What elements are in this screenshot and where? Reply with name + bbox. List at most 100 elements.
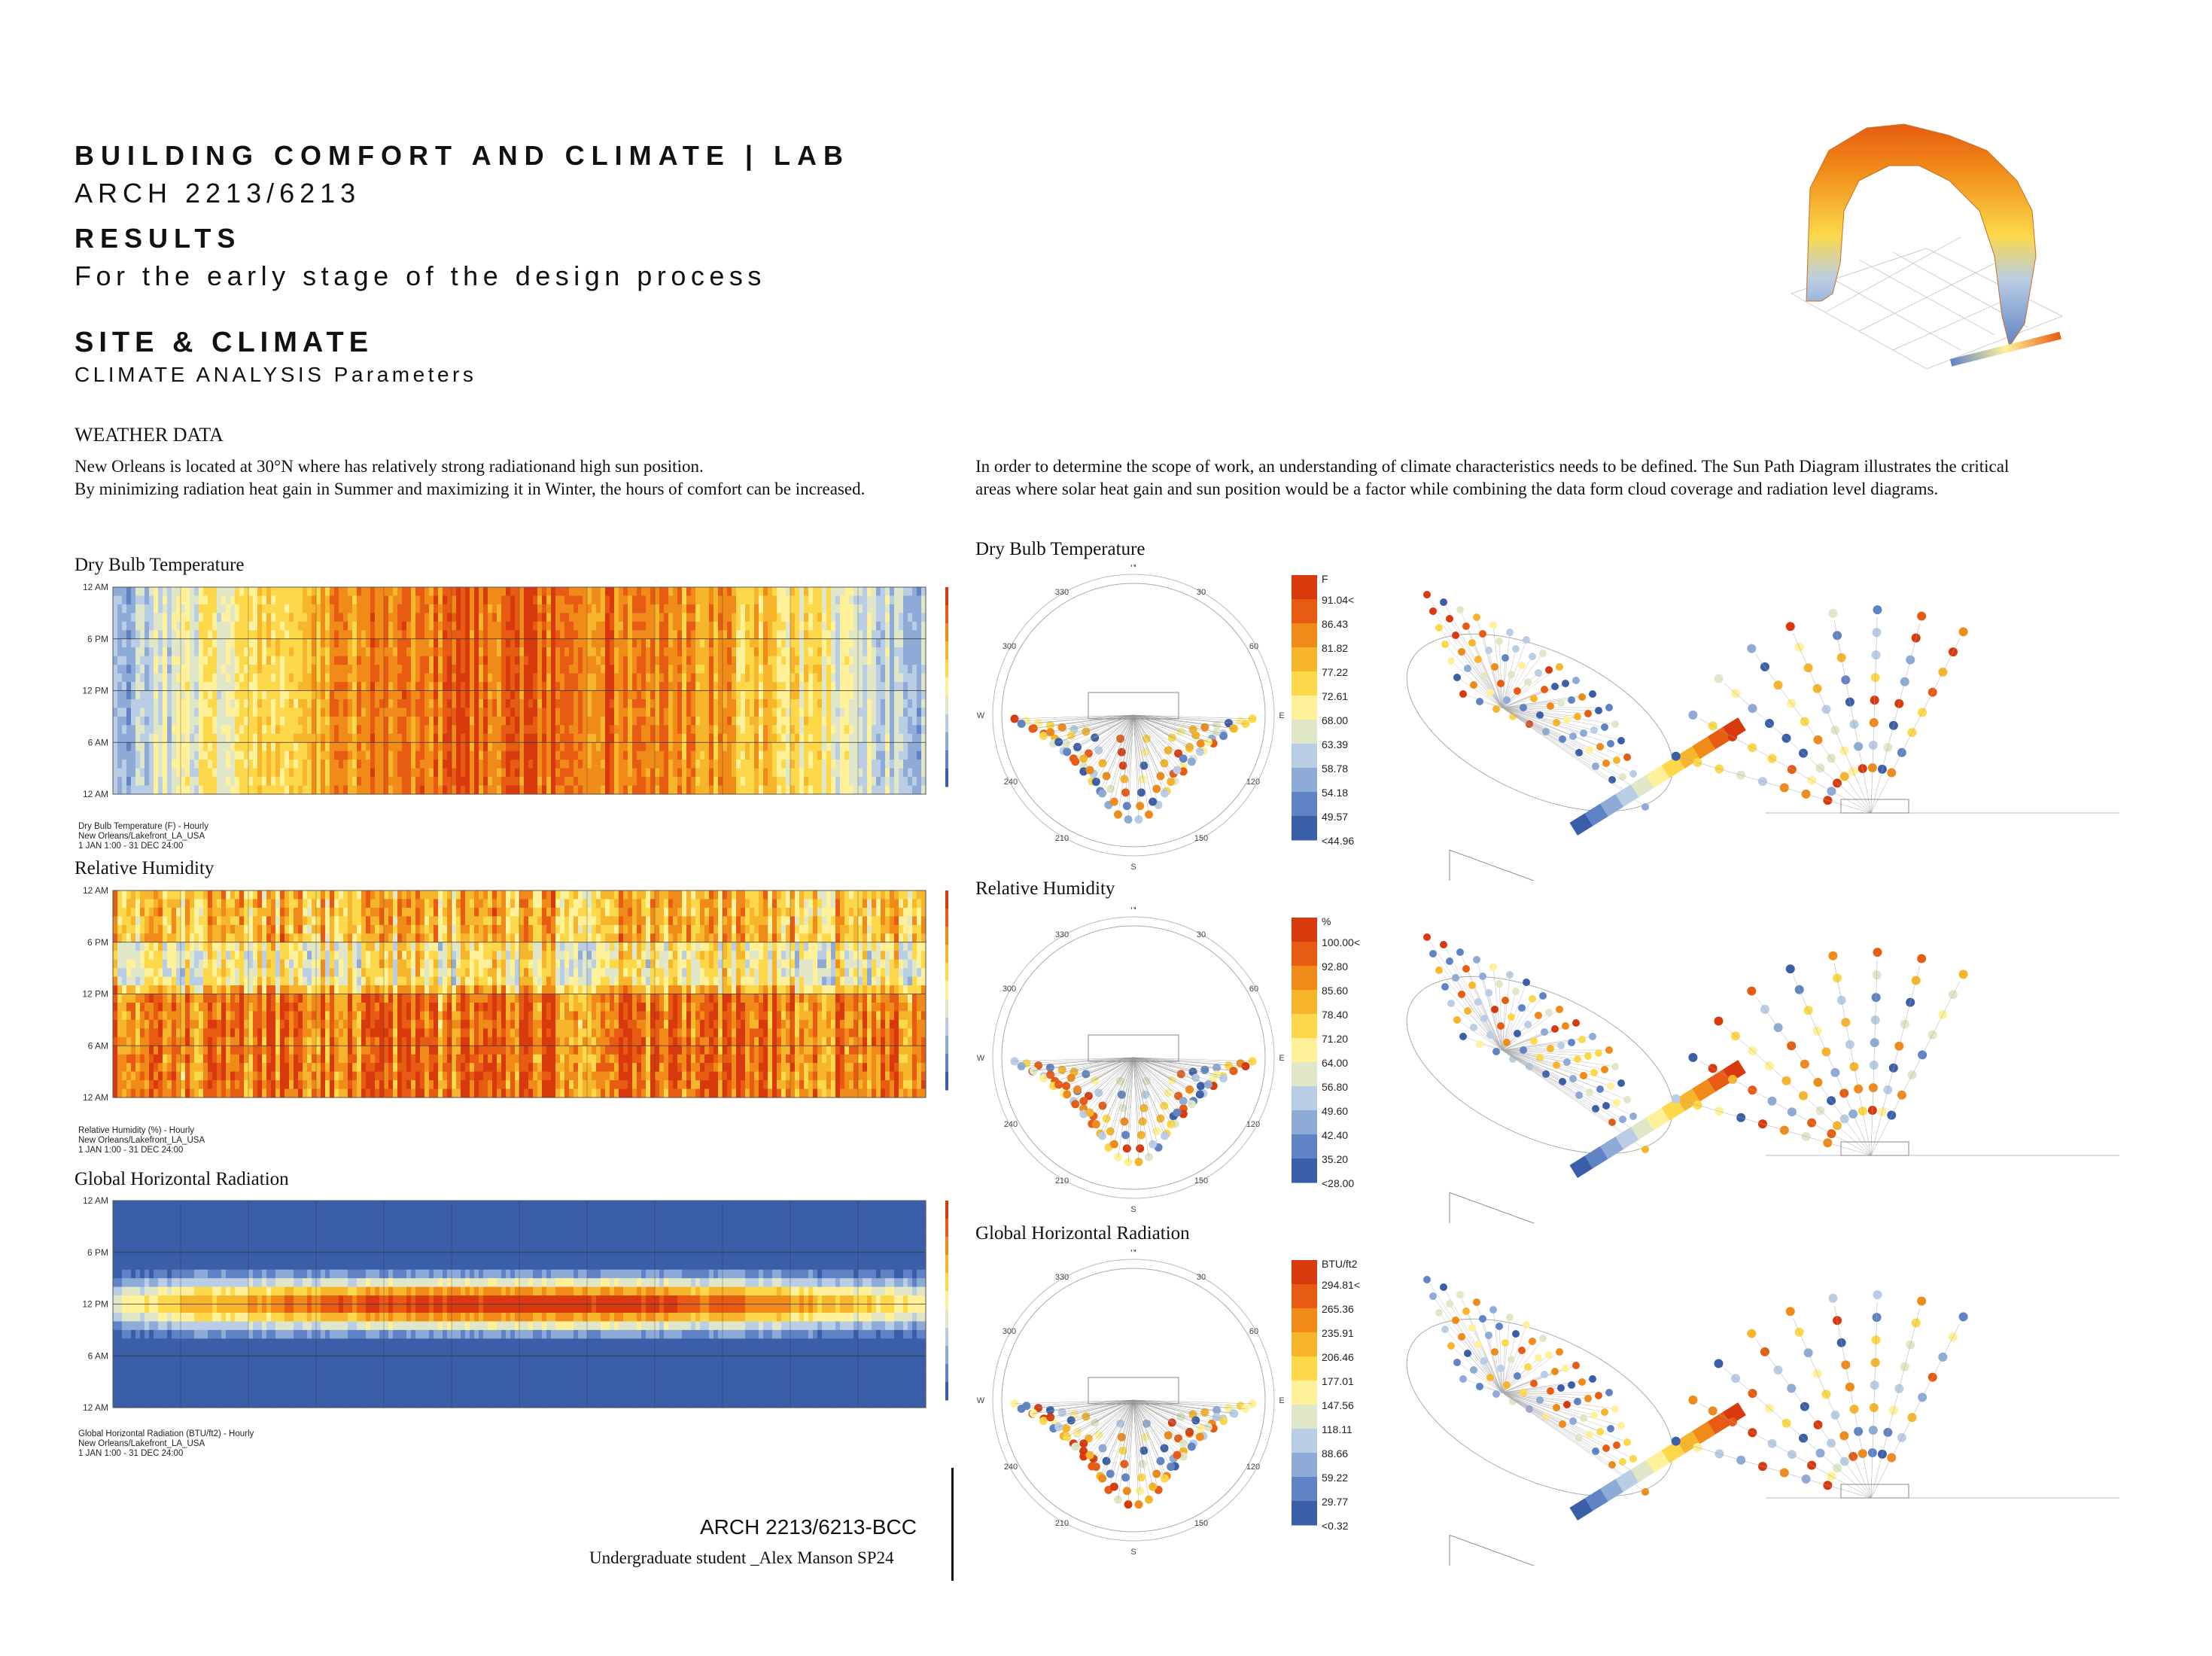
heatmap-cell xyxy=(718,760,723,769)
heatmap-cell xyxy=(154,1071,159,1081)
heatmap-cell xyxy=(844,742,850,752)
heatmap-cell xyxy=(289,638,294,648)
heatmap-cell xyxy=(646,785,651,795)
heatmap-cell xyxy=(312,733,317,743)
heatmap-cell xyxy=(745,595,750,605)
heatmap-cell xyxy=(271,647,276,657)
heatmap-cell xyxy=(352,630,358,640)
heatmap-cell xyxy=(474,716,479,726)
heatmap-cell xyxy=(474,733,479,743)
heatmap-cell xyxy=(375,630,380,640)
heatmap-cell xyxy=(732,768,737,778)
heatmap-cell xyxy=(610,673,615,683)
heatmap-cell xyxy=(912,777,917,787)
heatmap-cell xyxy=(664,638,669,648)
heatmap-cell xyxy=(154,760,159,769)
heatmap-cell xyxy=(506,716,511,726)
heatmap-cell xyxy=(682,785,687,795)
heatmap-cell xyxy=(583,725,588,735)
heatmap-cell xyxy=(226,725,231,735)
heatmap-cell xyxy=(298,760,303,769)
heatmap-cell xyxy=(167,924,172,934)
heatmap-cell xyxy=(452,725,457,735)
heatmap-cell xyxy=(524,699,529,709)
heatmap-cell xyxy=(172,621,177,631)
heatmap-cell xyxy=(361,725,367,735)
heatmap-cell xyxy=(452,638,457,648)
heatmap-cell xyxy=(149,916,154,926)
heatmap-cell xyxy=(167,976,172,986)
heatmap-cell xyxy=(587,630,592,640)
heatmap-cell xyxy=(492,682,497,692)
heatmap-cell xyxy=(790,768,796,778)
heatmap-cell xyxy=(388,673,394,683)
heatmap-cell xyxy=(181,665,186,674)
heatmap-cell xyxy=(574,604,579,613)
heatmap-cell xyxy=(754,777,759,787)
heatmap-cell xyxy=(763,750,768,760)
heatmap-cell xyxy=(456,733,461,743)
heatmap-cell xyxy=(131,942,136,951)
heatmap-cell xyxy=(456,647,461,657)
heatmap-cell xyxy=(140,750,145,760)
heatmap-cell xyxy=(921,647,926,657)
heatmap-cell xyxy=(266,630,272,640)
heatmap-cell xyxy=(298,699,303,709)
heatmap-cell xyxy=(840,647,845,657)
heatmap-cell xyxy=(551,656,556,665)
heatmap-cell xyxy=(199,968,204,978)
heatmap-cell xyxy=(447,699,452,709)
heatmap-cell xyxy=(718,604,723,613)
heatmap-cell xyxy=(483,647,488,657)
heatmap-cell xyxy=(610,613,615,623)
heatmap-cell xyxy=(199,1080,204,1090)
heatmap-cell xyxy=(885,665,890,674)
heatmap-cell xyxy=(415,613,421,623)
heatmap-cell xyxy=(375,750,380,760)
heatmap-cell xyxy=(280,673,285,683)
heatmap-cell xyxy=(334,768,339,778)
heatmap-cell xyxy=(140,924,145,934)
heatmap-cell xyxy=(113,690,118,700)
heatmap-cell xyxy=(447,785,452,795)
heatmap-cell xyxy=(312,750,317,760)
heatmap-cell xyxy=(126,942,132,951)
heatmap-cell xyxy=(135,777,141,787)
heatmap-cell xyxy=(777,630,782,640)
heatmap-cell xyxy=(691,708,696,717)
heatmap-cell xyxy=(203,760,208,769)
heatmap-cell xyxy=(185,630,190,640)
heatmap-cell xyxy=(298,647,303,657)
heatmap-cell xyxy=(140,1080,145,1090)
heatmap-cell xyxy=(122,621,127,631)
heatmap-cell xyxy=(217,924,222,934)
heatmap-cell xyxy=(262,760,267,769)
heatmap-cell xyxy=(840,682,845,692)
heatmap-cell xyxy=(172,613,177,623)
heatmap-cell xyxy=(754,725,759,735)
heatmap-cell xyxy=(867,750,872,760)
heatmap-cell xyxy=(208,916,213,926)
heatmap-cell xyxy=(506,595,511,605)
heatmap-cell xyxy=(375,699,380,709)
heatmap-cell xyxy=(135,638,141,648)
heatmap-cell xyxy=(230,785,236,795)
heatmap-cell xyxy=(406,673,412,683)
heatmap-cell xyxy=(203,1028,208,1038)
heatmap-cell xyxy=(574,785,579,795)
heatmap-cell xyxy=(149,959,154,969)
heatmap-cell xyxy=(181,673,186,683)
heatmap-cell xyxy=(334,656,339,665)
heatmap-cell xyxy=(867,621,872,631)
heatmap-cell xyxy=(257,708,263,717)
heatmap-cell xyxy=(221,1037,227,1046)
heatmap-cell xyxy=(379,587,385,597)
heatmap-cell xyxy=(375,708,380,717)
heatmap-cell xyxy=(334,716,339,726)
heatmap-cell xyxy=(208,899,213,909)
heatmap-cell xyxy=(388,708,394,717)
heatmap-cell xyxy=(772,725,777,735)
heatmap-cell xyxy=(587,785,592,795)
heatmap-cell xyxy=(555,604,561,613)
heatmap-cell xyxy=(316,587,321,597)
